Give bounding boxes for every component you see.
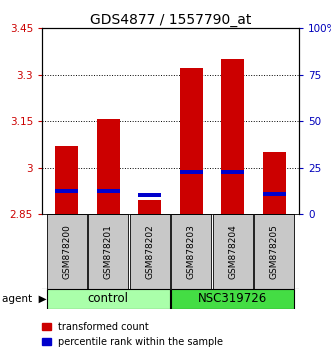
FancyBboxPatch shape xyxy=(47,289,170,309)
FancyBboxPatch shape xyxy=(254,214,294,289)
Bar xyxy=(56,146,78,214)
Legend: transformed count, percentile rank within the sample: transformed count, percentile rank withi… xyxy=(42,322,223,347)
Title: GDS4877 / 1557790_at: GDS4877 / 1557790_at xyxy=(90,13,251,27)
Bar xyxy=(97,119,120,214)
Text: GSM878204: GSM878204 xyxy=(228,224,237,279)
Bar xyxy=(180,170,203,174)
Text: control: control xyxy=(88,292,129,306)
Text: agent  ▶: agent ▶ xyxy=(2,294,47,304)
Text: GSM878205: GSM878205 xyxy=(270,224,279,279)
Bar xyxy=(138,193,161,198)
FancyBboxPatch shape xyxy=(88,214,128,289)
FancyBboxPatch shape xyxy=(213,214,253,289)
FancyBboxPatch shape xyxy=(130,214,170,289)
FancyBboxPatch shape xyxy=(171,289,294,309)
Bar xyxy=(56,189,78,193)
FancyBboxPatch shape xyxy=(47,214,87,289)
Bar xyxy=(221,170,244,174)
Text: NSC319726: NSC319726 xyxy=(198,292,267,306)
Bar xyxy=(263,192,286,196)
FancyBboxPatch shape xyxy=(171,214,211,289)
Bar xyxy=(138,200,161,214)
Bar xyxy=(263,152,286,214)
Text: GSM878203: GSM878203 xyxy=(187,224,196,279)
Text: GSM878202: GSM878202 xyxy=(145,224,154,279)
Text: GSM878200: GSM878200 xyxy=(62,224,71,279)
Bar xyxy=(221,59,244,214)
Text: GSM878201: GSM878201 xyxy=(104,224,113,279)
Bar xyxy=(97,189,120,193)
Bar xyxy=(180,68,203,214)
